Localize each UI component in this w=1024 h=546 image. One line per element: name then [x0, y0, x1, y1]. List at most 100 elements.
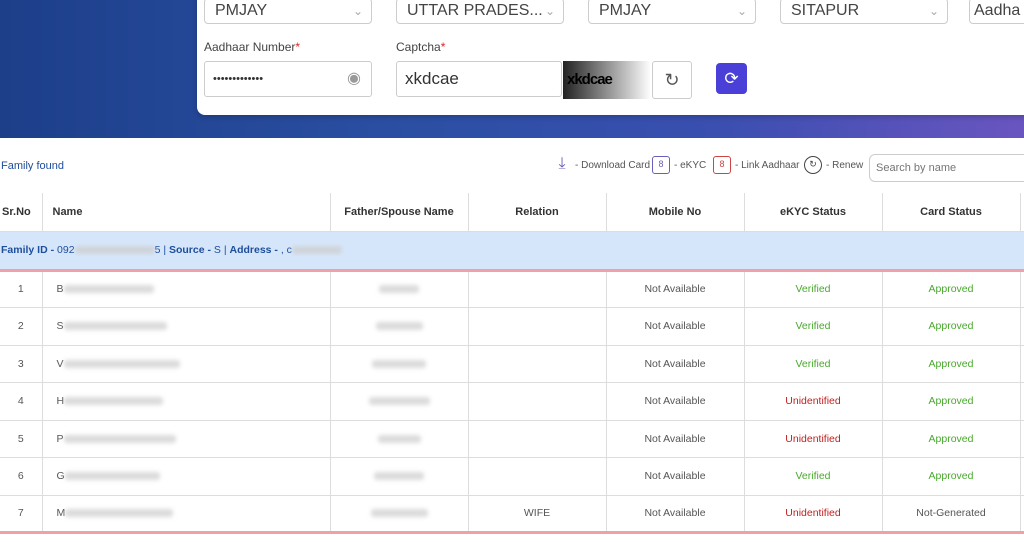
cell-relation	[468, 345, 607, 383]
table-row[interactable]: 3 V Not Available Verified Approved	[0, 345, 1024, 383]
family-members-table: Sr.No Name Father/Spouse Name Relation M…	[0, 193, 1024, 534]
cell-relation	[468, 420, 607, 458]
cell-relation	[468, 270, 607, 308]
header-father-spouse: Father/Spouse Name	[330, 193, 469, 232]
cell-srno: 4	[0, 382, 43, 421]
cell-father-spouse	[330, 495, 469, 534]
district-select[interactable]: SITAPUR ⌄	[780, 0, 948, 24]
cell-actions	[1020, 270, 1024, 308]
cell-name: S	[42, 307, 331, 346]
cell-card-status: Approved	[882, 307, 1021, 346]
cell-relation: WIFE	[468, 495, 607, 534]
select-value: PMJAY	[599, 2, 652, 19]
cell-mobile: Not Available	[606, 420, 745, 458]
cell-ekyc-status: Unidentified	[744, 495, 883, 534]
source-label: Source -	[168, 244, 211, 256]
cell-ekyc-status: Verified	[744, 457, 883, 496]
cell-name: V	[42, 345, 331, 383]
cell-mobile: Not Available	[606, 270, 745, 308]
id-type-select[interactable]: Aadha	[969, 0, 1024, 24]
cell-father-spouse	[330, 420, 469, 458]
header-ekyc-status: eKYC Status	[744, 193, 883, 232]
cell-srno: 5	[0, 420, 43, 458]
state-select[interactable]: UTTAR PRADES... ⌄	[396, 0, 564, 24]
scheme-select[interactable]: PMJAY ⌄	[204, 0, 372, 24]
cell-card-status: Approved	[882, 457, 1021, 496]
aadhaar-label: Aadhaar Number*	[204, 40, 301, 54]
cell-ekyc-status: Unidentified	[744, 420, 883, 458]
table-row[interactable]: 6 G Not Available Verified Approved	[0, 457, 1024, 496]
link-aadhaar-icon: 8	[713, 156, 731, 174]
cell-name: H	[42, 382, 331, 421]
family-id-label: Family ID -	[1, 244, 55, 256]
cell-name: M	[42, 495, 331, 534]
cell-ekyc-status: Unidentified	[744, 382, 883, 421]
header-relation: Relation	[468, 193, 607, 232]
cell-mobile: Not Available	[606, 457, 745, 496]
cell-card-status: Approved	[882, 420, 1021, 458]
cell-mobile: Not Available	[606, 345, 745, 383]
source-value: S |	[213, 244, 227, 256]
chevron-down-icon: ⌄	[544, 4, 555, 18]
cell-father-spouse	[330, 457, 469, 496]
family-id-tail: 5 |	[154, 244, 167, 256]
cell-relation	[468, 307, 607, 346]
search-submit-button[interactable]: ⟳	[716, 63, 747, 94]
cell-actions	[1020, 495, 1024, 534]
family-id-value: 092	[57, 244, 75, 256]
cell-srno: 3	[0, 345, 43, 383]
table-row[interactable]: 4 H Not Available Unidentified Approved	[0, 382, 1024, 421]
download-icon: ⤓	[558, 155, 566, 172]
table-row[interactable]: 1 B Not Available Verified Approved	[0, 270, 1024, 308]
cell-actions	[1020, 382, 1024, 421]
cell-father-spouse	[330, 382, 469, 421]
table-row[interactable]: 5 P Not Available Unidentified Approved	[0, 420, 1024, 458]
header-mobile: Mobile No	[606, 193, 745, 232]
select-value: Aadha	[974, 2, 1021, 19]
cell-relation	[468, 457, 607, 496]
select-value: PMJAY	[215, 2, 268, 19]
cell-relation	[468, 382, 607, 421]
cell-ekyc-status: Verified	[744, 307, 883, 346]
header-card-status: Card Status	[882, 193, 1021, 232]
header-extra	[1020, 193, 1024, 232]
cell-card-status: Approved	[882, 382, 1021, 421]
cell-father-spouse	[330, 270, 469, 308]
captcha-input[interactable]: xkdcae	[396, 61, 562, 97]
table-row[interactable]: 7 M WIFE Not Available Unidentified Not-…	[0, 495, 1024, 534]
eye-icon[interactable]: ◉	[347, 70, 361, 87]
family-info-row: Family ID - 092 5 | Source - S | Address …	[0, 231, 1024, 272]
chevron-down-icon: ⌄	[352, 4, 363, 18]
header-srno: Sr.No	[0, 193, 43, 232]
table-row[interactable]: 2 S Not Available Verified Approved	[0, 307, 1024, 346]
captcha-label: Captcha*	[396, 40, 446, 54]
legend-renew: ↻ - Renew	[804, 156, 863, 174]
chevron-down-icon: ⌄	[736, 4, 747, 18]
cell-actions	[1020, 307, 1024, 346]
cell-card-status: Approved	[882, 345, 1021, 383]
cell-srno: 1	[0, 270, 43, 308]
renew-icon: ↻	[804, 156, 822, 174]
cell-father-spouse	[330, 345, 469, 383]
address-value: , c	[280, 244, 292, 256]
cell-card-status: Not-Generated	[882, 495, 1021, 534]
cell-srno: 7	[0, 495, 43, 534]
cell-actions	[1020, 345, 1024, 383]
aadhaar-input[interactable]: ••••••••••••• ◉	[204, 61, 372, 97]
ekyc-icon: 8	[652, 156, 670, 174]
cell-name: B	[42, 270, 331, 308]
aadhaar-value: •••••••••••••	[213, 73, 264, 85]
address-label: Address -	[229, 244, 278, 256]
cell-mobile: Not Available	[606, 495, 745, 534]
cell-name: G	[42, 457, 331, 496]
family-found-label: Family found	[1, 160, 64, 172]
scheme-select-2[interactable]: PMJAY ⌄	[588, 0, 756, 24]
cell-ekyc-status: Verified	[744, 270, 883, 308]
search-by-name-input[interactable]	[869, 154, 1024, 182]
results-toolbar: Family found ⤓ - Download Card 8- eKYC 8-…	[0, 150, 1024, 186]
search-form-card: PMJAY ⌄ UTTAR PRADES... ⌄ PMJAY ⌄ SITAPUR ⌄ …	[197, 0, 1024, 115]
captcha-image: xkdcae	[563, 61, 651, 99]
refresh-captcha-icon[interactable]: ↻	[652, 61, 692, 99]
legend-download: ⤓ - Download Card	[553, 156, 650, 174]
cell-actions	[1020, 457, 1024, 496]
